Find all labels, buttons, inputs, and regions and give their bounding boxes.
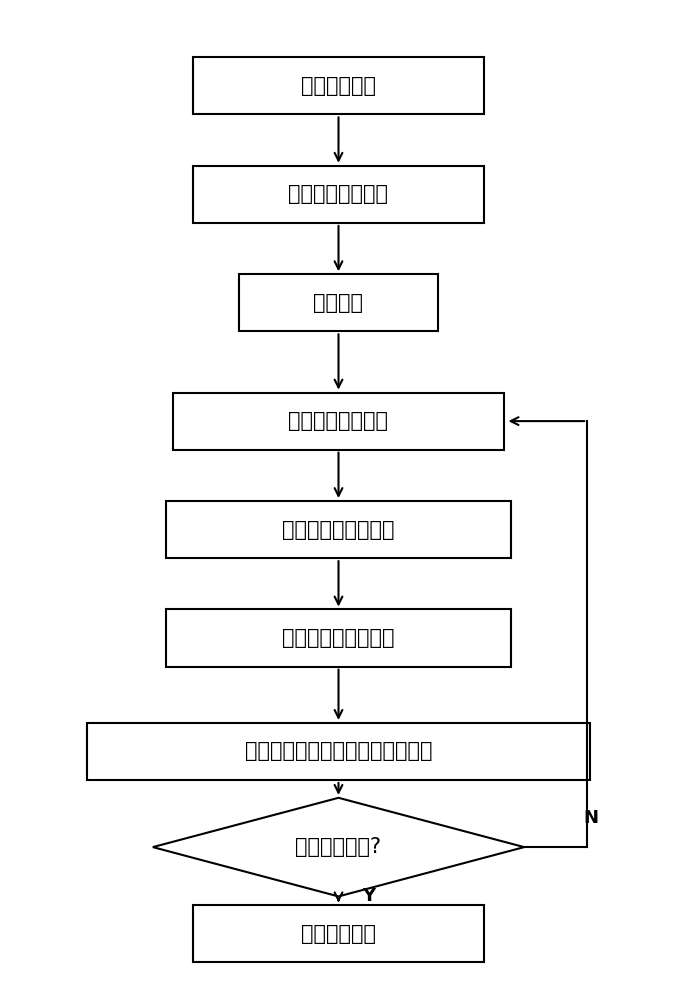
Bar bbox=[173, 393, 504, 450]
Text: 输出潮流结果: 输出潮流结果 bbox=[301, 924, 376, 944]
Text: 建立节点阻抗矩阵: 建立节点阻抗矩阵 bbox=[288, 184, 389, 204]
Text: 回代计算各支路电流: 回代计算各支路电流 bbox=[282, 520, 395, 540]
Bar bbox=[87, 723, 590, 780]
Text: 网络拓扑分析: 网络拓扑分析 bbox=[301, 76, 376, 96]
Text: Y: Y bbox=[362, 887, 375, 905]
Bar bbox=[193, 905, 484, 962]
Text: 计算节点电压修正量及功率失配量: 计算节点电压修正量及功率失配量 bbox=[245, 741, 432, 761]
Bar bbox=[193, 166, 484, 223]
Bar bbox=[239, 274, 438, 331]
Text: 网络解环: 网络解环 bbox=[313, 293, 364, 313]
Text: 计算节点注入电流: 计算节点注入电流 bbox=[288, 411, 389, 431]
Bar bbox=[166, 501, 511, 558]
Text: 前推求解各节点电压: 前推求解各节点电压 bbox=[282, 628, 395, 648]
Polygon shape bbox=[153, 798, 524, 896]
Text: N: N bbox=[583, 809, 598, 827]
Bar bbox=[166, 609, 511, 667]
Text: 满足收敛条件?: 满足收敛条件? bbox=[295, 837, 382, 857]
Bar bbox=[193, 57, 484, 114]
